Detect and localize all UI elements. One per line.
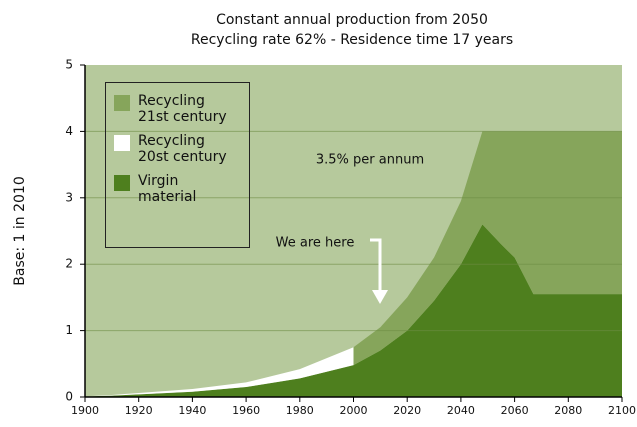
x-tick-label: 2000 [340,404,368,417]
legend: Recycling 21st century Recycling 20st cen… [105,82,250,248]
x-tick-label: 1920 [125,404,153,417]
x-tick-label: 1900 [71,404,99,417]
legend-entry: Recycling 21st century [114,93,241,125]
y-tick-label: 2 [65,257,73,271]
x-tick-label: 1960 [232,404,260,417]
y-axis-label: Base: 1 in 2010 [12,176,28,285]
y-tick-label: 0 [65,390,73,404]
x-tick-label: 2020 [393,404,421,417]
legend-swatch [114,95,130,111]
y-tick-label: 5 [65,58,73,72]
y-tick-label: 1 [65,323,73,337]
legend-entry: Recycling 20st century [114,133,241,165]
x-tick-label: 2080 [554,404,582,417]
legend-swatch [114,135,130,151]
x-tick-label: 2040 [447,404,475,417]
annotation-arrowhead [372,290,388,304]
chart-title: Constant annual production from 2050 [216,12,488,28]
x-tick-label: 2100 [608,404,636,417]
x-tick-label: 1940 [178,404,206,417]
annotation: 3.5% per annum [316,153,424,168]
y-tick-label: 4 [65,124,73,138]
annotation-arrow [370,238,382,292]
chart-subtitle: Recycling rate 62% - Residence time 17 y… [191,32,513,48]
x-tick-label: 2060 [501,404,529,417]
y-tick-label: 3 [65,190,73,204]
legend-label: Virgin material [138,173,197,205]
legend-label: Recycling 21st century [138,93,227,125]
legend-label: Recycling 20st century [138,133,227,165]
legend-entry: Virgin material [114,173,241,205]
annotation: We are here [276,236,355,251]
legend-swatch [114,175,130,191]
area [85,224,622,397]
x-tick-label: 1980 [286,404,314,417]
